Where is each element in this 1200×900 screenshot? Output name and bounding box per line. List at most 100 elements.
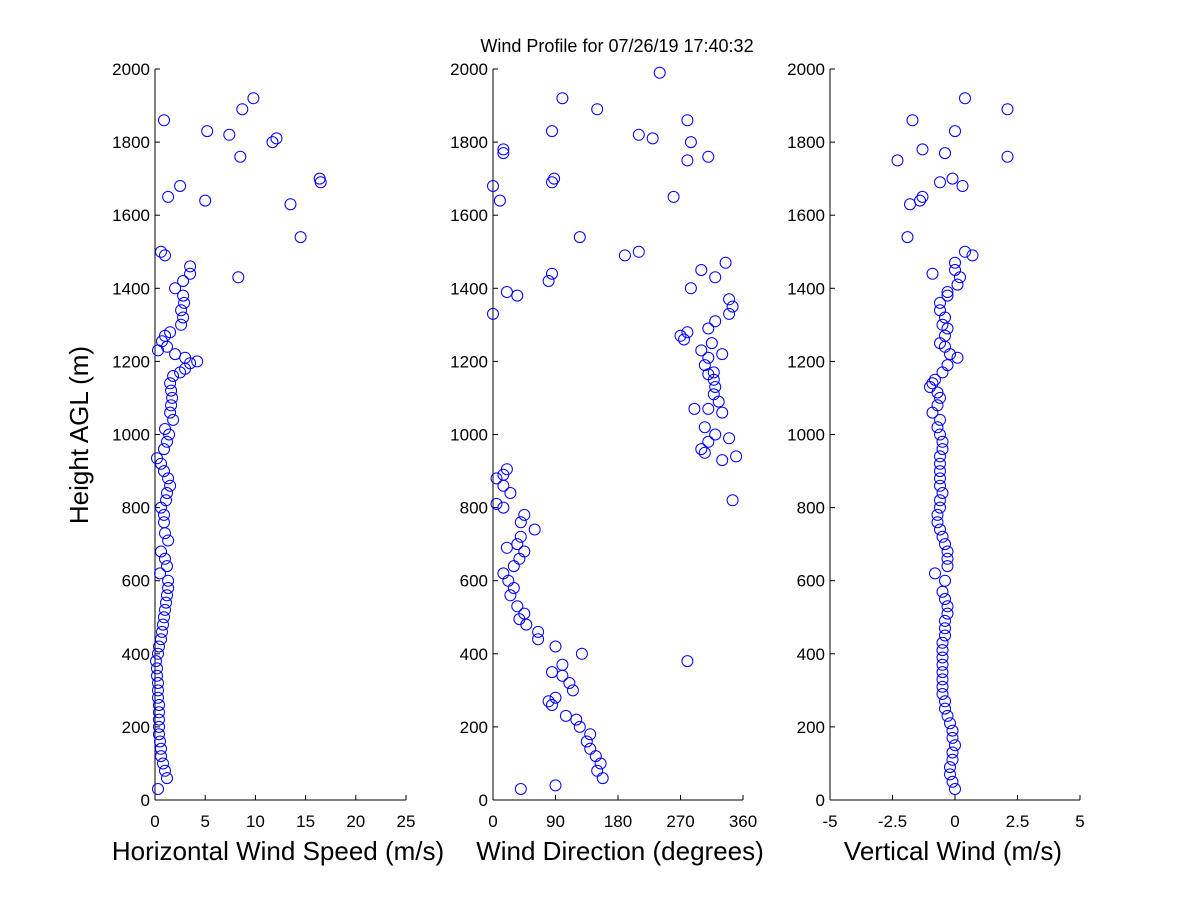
- data-point: [667, 190, 680, 203]
- data-point: [162, 190, 175, 203]
- data-point: [716, 348, 729, 361]
- data-point: [160, 596, 172, 609]
- data-point: [949, 125, 961, 138]
- data-point: [936, 636, 949, 649]
- horizontal-wind-speed-panel: 0 200 400 600 800 1000 1200 1400 1600 1800 2000 0 5 1…: [112, 60, 444, 866]
- data-point: [934, 296, 946, 309]
- data-point: [941, 560, 954, 573]
- data-point: [916, 143, 929, 156]
- data-point: [936, 585, 949, 598]
- data-point: [934, 494, 946, 507]
- data-point: [153, 706, 165, 719]
- data-point: [939, 614, 951, 627]
- data-point: [497, 501, 510, 514]
- data-point: [914, 194, 926, 207]
- data-point: [678, 333, 690, 346]
- data-point: [941, 600, 954, 613]
- data-point: [152, 783, 164, 795]
- data-point: [929, 373, 941, 386]
- y-tick-label: 400: [122, 645, 150, 664]
- data-point: [160, 494, 172, 507]
- x-axis-label: Horizontal Wind Speed (m/s): [112, 836, 444, 866]
- data-point: [949, 256, 961, 269]
- data-point: [939, 593, 951, 605]
- data-point: [936, 530, 949, 543]
- data-point: [164, 326, 177, 339]
- data-point: [151, 662, 163, 675]
- x-axis-label: Wind Direction (degrees): [476, 836, 764, 866]
- x-tick-label: 0: [150, 812, 159, 831]
- data-point: [946, 746, 959, 759]
- data-point: [154, 567, 166, 580]
- y-tick-label: 800: [797, 499, 825, 518]
- data-point: [575, 647, 588, 660]
- data-point: [934, 457, 946, 470]
- data-point: [681, 655, 694, 668]
- data-point: [707, 366, 720, 379]
- y-tick-label: 200: [460, 718, 488, 737]
- data-point: [934, 176, 946, 189]
- data-point: [934, 428, 946, 441]
- x-tick-label: -2.5: [878, 812, 907, 831]
- data-point: [159, 552, 171, 565]
- data-point: [1001, 103, 1014, 116]
- data-point: [152, 647, 164, 660]
- data-point: [546, 125, 558, 138]
- data-point: [199, 194, 212, 207]
- data-point: [151, 669, 163, 682]
- data-point: [546, 267, 558, 280]
- data-point: [674, 329, 687, 342]
- data-point: [944, 717, 956, 730]
- data-point: [584, 742, 597, 755]
- x-tick-label: 5: [1075, 812, 1084, 831]
- data-point: [266, 136, 279, 149]
- data-point: [167, 413, 180, 426]
- data-point: [632, 128, 645, 141]
- y-tick-label: 400: [460, 645, 488, 664]
- data-point: [236, 103, 249, 116]
- vertical-wind-panel: 0 200 400 600 800 1000 1200 1400 1600 1800 2000 -5 -…: [787, 60, 1085, 866]
- data-point: [946, 724, 959, 737]
- y-tick-label: 1000: [112, 426, 150, 445]
- y-tick-label: 200: [122, 718, 150, 737]
- x-tick-label: 10: [246, 812, 265, 831]
- data-point: [959, 245, 971, 258]
- x-tick-label: 15: [296, 812, 315, 831]
- data-point: [702, 402, 715, 415]
- data-point: [518, 545, 531, 558]
- data-point: [546, 666, 558, 679]
- data-point: [152, 684, 164, 697]
- data-point: [155, 545, 167, 558]
- data-point: [549, 691, 562, 704]
- x-tick-label: 270: [666, 812, 694, 831]
- data-point: [936, 318, 949, 331]
- data-point: [153, 640, 165, 653]
- y-tick-label: 2000: [112, 60, 150, 79]
- y-tick-label: 1200: [112, 352, 150, 371]
- data-point: [532, 625, 545, 638]
- data-point: [934, 479, 946, 492]
- data-point: [497, 567, 510, 580]
- data-point: [939, 702, 951, 715]
- data-point: [723, 432, 736, 445]
- data-point: [949, 264, 961, 276]
- data-point: [559, 709, 572, 722]
- data-point: [941, 552, 954, 565]
- data-point: [936, 487, 949, 499]
- data-point: [153, 728, 165, 741]
- data-point: [906, 114, 919, 127]
- data-point: [511, 289, 524, 302]
- data-point: [284, 198, 297, 211]
- data-point: [726, 494, 739, 507]
- data-point: [936, 680, 949, 693]
- data-point: [175, 304, 188, 317]
- data-point: [164, 406, 177, 419]
- data-point: [716, 406, 729, 419]
- data-point: [681, 326, 694, 339]
- data-point: [723, 293, 736, 306]
- data-point: [152, 677, 164, 689]
- data-point: [514, 530, 527, 543]
- data-point: [580, 735, 593, 748]
